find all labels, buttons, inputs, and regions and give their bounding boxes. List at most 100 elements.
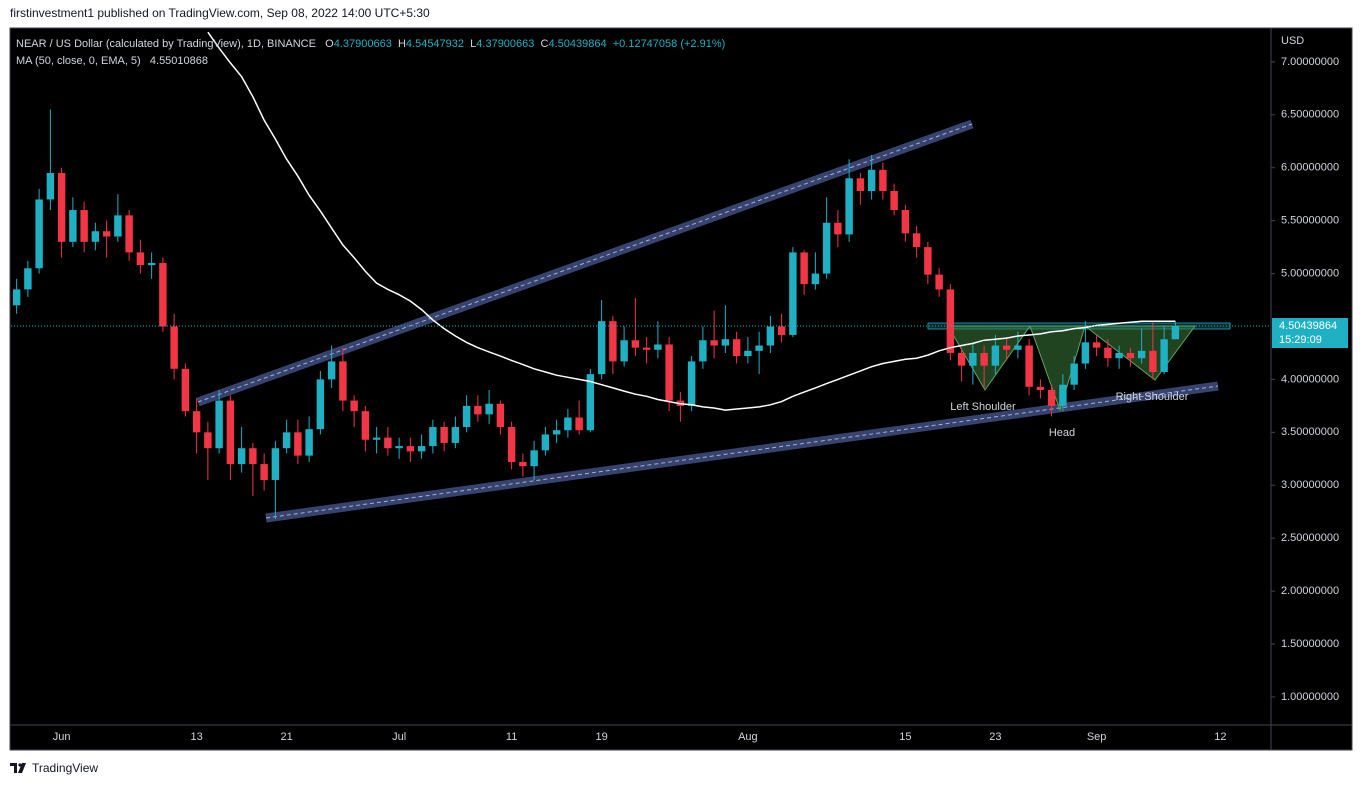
candle-body [69,210,77,242]
candle-body [1104,347,1112,359]
x-tick-label: 23 [989,731,1001,743]
candle-body [271,448,280,480]
candle-body [1137,350,1146,359]
legend: NEAR / US Dollar (calculated by TradingV… [16,36,725,70]
ohlc-label: O [325,38,334,50]
y-tick-label: 5.00000000 [1281,267,1339,279]
candle-body [530,450,538,467]
x-tick-label: Jun [53,731,71,743]
candle-body [609,321,617,362]
symbol-title: NEAR / US Dollar (calculated by TradingV… [16,38,316,50]
candle-body [102,231,111,237]
ohlc-value: 4.37900663 [476,38,535,50]
ohlc-value: 4.50439864 [548,38,607,50]
candle-body [699,340,707,362]
candle-body [91,231,100,242]
candle-body [991,345,1000,366]
candle-body [80,210,88,242]
candle-body [35,199,43,269]
candle-body [305,429,313,456]
candle-body [732,339,741,357]
publisher: firstinvestment1 published on TradingVie… [10,6,430,20]
candle-body [755,345,763,351]
candle-body [665,344,673,401]
ohlc-label: H [397,38,406,50]
candle-body [474,405,482,415]
candle-body [980,352,988,366]
candle-body [575,417,583,431]
candle-body [744,350,752,357]
y-tick-label: 2.50000000 [1281,532,1339,544]
candle-body [57,173,66,242]
candle-body [890,191,898,211]
price-label-box [1272,318,1348,349]
candle-body [687,361,696,406]
candle-body [631,340,640,348]
candle-body [496,403,505,428]
y-tick-label: 1.50000000 [1281,638,1339,650]
candle-body [935,274,943,290]
candle-body [541,434,550,451]
legend-series: MA (50, close, 0, EMA, 5) [16,55,141,67]
y-tick-label: 6.50000000 [1281,109,1339,121]
candle-body [552,430,561,435]
candle-body [901,210,910,234]
candle-body [1059,384,1067,406]
candle-body [789,252,797,335]
x-tick-label: Sep [1087,731,1107,743]
logo [10,763,26,773]
x-tick-label: 15 [899,731,911,743]
candle-body [912,233,921,248]
candle-body [519,461,527,467]
candle-body [507,427,516,462]
candle-body [834,222,842,235]
y-tick-label: 3.50000000 [1281,426,1339,438]
candle-body [845,178,853,235]
x-tick-label: 12 [1214,731,1226,743]
candle-body [24,268,32,290]
candle-body [440,427,448,443]
candle-body [957,352,966,366]
candle-body [12,289,21,306]
candle-body [1014,345,1022,350]
upper-channel [196,119,974,407]
annotation: Head [1049,427,1075,439]
candle-body [350,400,358,412]
y-tick-label: 5.50000000 [1281,215,1339,227]
change-pct: (+2.91%) [680,38,726,50]
ohlc-value: 4.54547932 [405,38,465,50]
y-tick-label: 3.00000000 [1281,479,1339,491]
candle-body [226,400,235,465]
candle-body [260,464,268,480]
candle-body [879,169,887,192]
footer: TradingView [10,761,98,775]
candle-body [237,448,246,465]
candle-body [1025,345,1033,387]
candle-body [1092,342,1101,348]
candle-body [620,340,628,362]
candle-body [586,374,595,431]
candle-body [800,252,808,285]
y-tick-label: 2.00000000 [1281,585,1339,597]
candle-body [451,427,460,443]
candle-body [429,427,437,447]
candle-body [564,417,572,431]
candle-body [406,446,415,452]
candle-body [159,262,167,327]
y-tick-label: 7.00000000 [1281,56,1339,68]
y-tick-label: 1.00000000 [1281,691,1339,703]
candle-body [1149,350,1157,373]
change: +0.12747058 [612,38,678,50]
candle-body [327,361,336,380]
candle-body [811,273,820,285]
candle-body [1171,326,1180,340]
y-unit: USD [1281,35,1304,47]
candle-body [361,411,370,440]
candle-body [946,289,955,353]
candle-body [710,340,718,346]
x-tick-label: Aug [738,731,758,743]
candle-body [339,361,347,401]
legend-series-value: 4.55010868 [149,55,209,67]
candle-body [215,400,223,449]
candle-body [822,222,831,274]
